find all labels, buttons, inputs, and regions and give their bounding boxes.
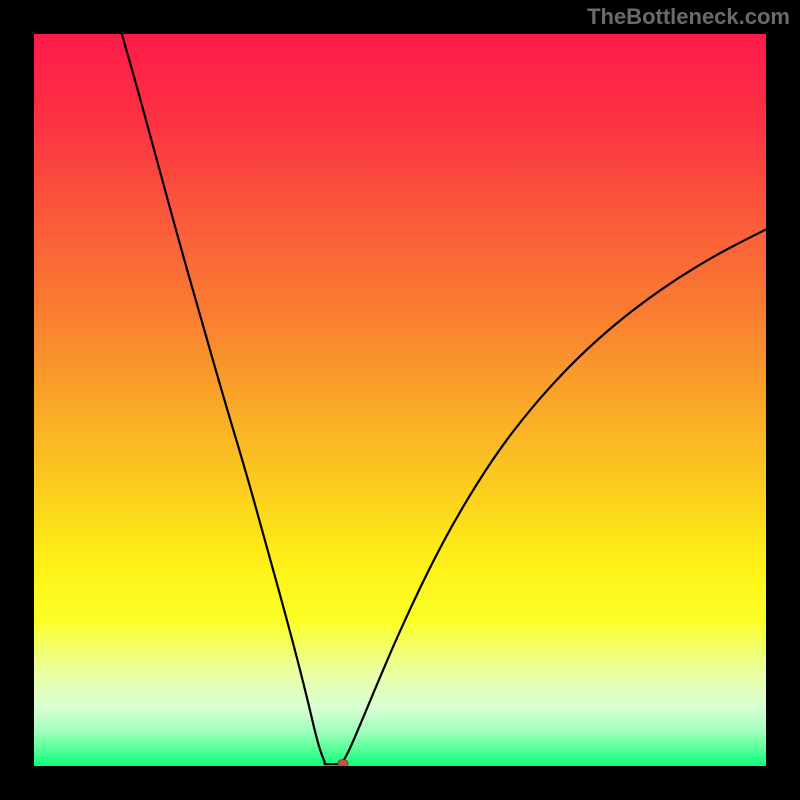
watermark-text: TheBottleneck.com [587, 4, 790, 30]
chart-container: TheBottleneck.com [0, 0, 800, 800]
chart-overlay [34, 34, 766, 766]
optimal-point-marker [338, 759, 348, 766]
bottleneck-curve [122, 34, 766, 764]
plot-area [34, 34, 766, 766]
